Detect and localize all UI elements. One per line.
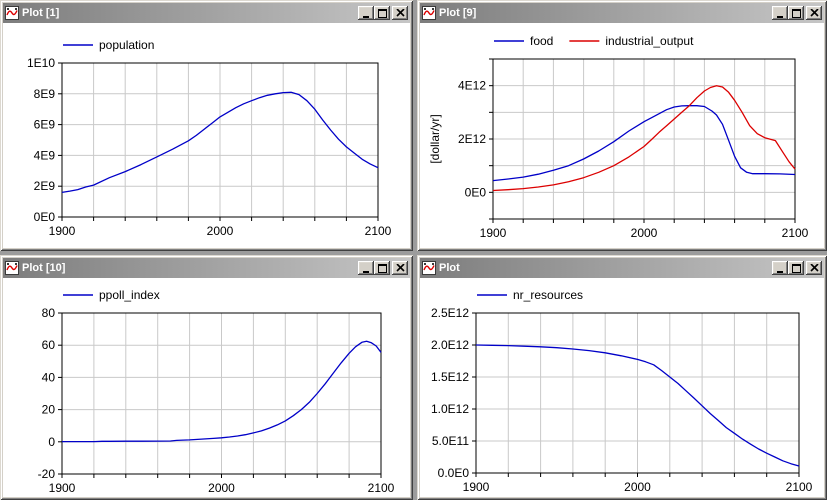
maximize-button[interactable] xyxy=(374,261,390,275)
svg-text:1.5E12: 1.5E12 xyxy=(431,370,469,384)
caption-buttons xyxy=(772,261,822,275)
plot-area[interactable]: 1900 2000 2100 0E0 2E9 4E9 6E9 8E9 1E10 populatio… xyxy=(3,23,410,248)
chart-canvas-food-industrial[interactable]: 1900 2000 2100 0E0 2E12 4E12 [dollar/yr] food in… xyxy=(420,23,824,248)
minimize-button[interactable] xyxy=(358,6,374,20)
chart-canvas-population[interactable]: 1900 2000 2100 0E0 2E9 4E9 6E9 8E9 1E10 populatio… xyxy=(3,23,410,248)
close-button[interactable] xyxy=(806,261,822,275)
window-titlebar[interactable]: Plot [9] xyxy=(420,3,824,23)
svg-text:food: food xyxy=(530,34,553,48)
caption-buttons xyxy=(358,6,408,20)
plot-app-icon xyxy=(5,6,19,20)
window-titlebar[interactable]: Plot [10] xyxy=(3,258,410,278)
window-title: Plot xyxy=(439,262,460,274)
plot-area[interactable]: 1900 2000 2100 -20 0 20 40 60 80 ppoll_index xyxy=(3,278,410,497)
svg-text:4E12: 4E12 xyxy=(458,79,486,93)
chart-canvas-ppoll[interactable]: 1900 2000 2100 -20 0 20 40 60 80 ppoll_index xyxy=(3,278,410,497)
svg-text:1E10: 1E10 xyxy=(27,56,55,70)
plot-app-icon xyxy=(422,6,436,20)
maximize-button[interactable] xyxy=(374,6,390,20)
svg-text:0: 0 xyxy=(48,435,55,449)
svg-text:industrial_output: industrial_output xyxy=(605,34,694,48)
close-button[interactable] xyxy=(806,6,822,20)
svg-text:2.5E12: 2.5E12 xyxy=(431,306,469,320)
maximize-button[interactable] xyxy=(788,261,804,275)
svg-text:2100: 2100 xyxy=(782,226,809,240)
svg-text:5.0E11: 5.0E11 xyxy=(432,434,469,448)
svg-text:0E0: 0E0 xyxy=(465,185,487,199)
plot-window-10: Plot [10] 1900 2000 2100 -20 0 20 40 60 80 ppoll_… xyxy=(0,255,413,500)
minimize-button[interactable] xyxy=(772,6,788,20)
plot-app-icon xyxy=(422,261,436,275)
svg-text:20: 20 xyxy=(42,403,56,417)
svg-text:nr_resources: nr_resources xyxy=(513,288,583,302)
plot-window-9: Plot [9] 1900 2000 2100 0E0 2E12 4E12 [dollar/… xyxy=(417,0,827,251)
svg-text:-20: -20 xyxy=(38,467,56,481)
svg-text:40: 40 xyxy=(42,370,56,384)
svg-text:0E0: 0E0 xyxy=(34,210,56,224)
close-button[interactable] xyxy=(392,261,408,275)
svg-text:1900: 1900 xyxy=(463,480,490,494)
svg-text:2100: 2100 xyxy=(368,481,395,495)
svg-text:2000: 2000 xyxy=(207,224,234,238)
maximize-button[interactable] xyxy=(788,6,804,20)
svg-text:8E9: 8E9 xyxy=(34,87,56,101)
svg-text:1900: 1900 xyxy=(49,481,76,495)
svg-text:80: 80 xyxy=(42,306,56,320)
svg-text:2100: 2100 xyxy=(365,224,392,238)
svg-text:6E9: 6E9 xyxy=(34,118,56,132)
svg-text:60: 60 xyxy=(42,338,56,352)
window-title: Plot [9] xyxy=(439,7,477,19)
plot-app-icon xyxy=(5,261,19,275)
svg-text:2E12: 2E12 xyxy=(458,132,486,146)
plot-window-untitled: Plot 1900 2000 2100 0.0E0 5.0E11 1.0E12 1.5E12… xyxy=(417,255,827,500)
close-button[interactable] xyxy=(392,6,408,20)
minimize-button[interactable] xyxy=(358,261,374,275)
svg-text:2E9: 2E9 xyxy=(34,179,56,193)
caption-buttons xyxy=(358,261,408,275)
svg-text:[dollar/yr]: [dollar/yr] xyxy=(428,114,442,163)
svg-text:2000: 2000 xyxy=(624,480,651,494)
svg-text:1.0E12: 1.0E12 xyxy=(431,402,469,416)
chart-canvas-resources[interactable]: 1900 2000 2100 0.0E0 5.0E11 1.0E12 1.5E12 2.0E1… xyxy=(420,278,824,497)
svg-text:1900: 1900 xyxy=(480,226,507,240)
caption-buttons xyxy=(772,6,822,20)
plot-window-1: Plot [1] 1900 2000 2100 0E0 2E9 4E9 6E9 8E9 1E10… xyxy=(0,0,413,251)
window-title: Plot [10] xyxy=(22,262,66,274)
svg-text:2000: 2000 xyxy=(208,481,235,495)
svg-text:2.0E12: 2.0E12 xyxy=(431,338,469,352)
plot-area[interactable]: 1900 2000 2100 0E0 2E12 4E12 [dollar/yr] food in… xyxy=(420,23,824,248)
svg-text:ppoll_index: ppoll_index xyxy=(99,288,160,302)
minimize-button[interactable] xyxy=(772,261,788,275)
svg-text:population: population xyxy=(99,38,154,52)
svg-text:4E9: 4E9 xyxy=(34,148,56,162)
window-title: Plot [1] xyxy=(22,7,60,19)
svg-text:2100: 2100 xyxy=(786,480,813,494)
svg-text:1900: 1900 xyxy=(49,224,76,238)
svg-text:0.0E0: 0.0E0 xyxy=(438,466,470,480)
window-titlebar[interactable]: Plot xyxy=(420,258,824,278)
plot-area[interactable]: 1900 2000 2100 0.0E0 5.0E11 1.0E12 1.5E12 2.0E1… xyxy=(420,278,824,497)
svg-text:2000: 2000 xyxy=(631,226,658,240)
window-titlebar[interactable]: Plot [1] xyxy=(3,3,410,23)
